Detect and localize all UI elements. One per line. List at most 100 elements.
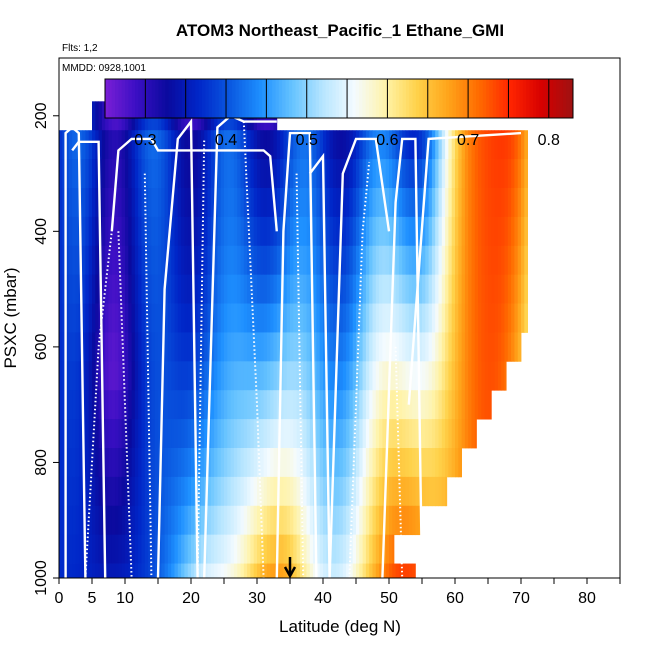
heatmap-cell [402,505,406,536]
heatmap-cell [92,101,96,131]
heatmap-cell [111,419,116,449]
heatmap-cell [435,476,439,507]
heatmap-cell [204,274,208,304]
heatmap-cell [227,159,231,189]
heatmap-cell [141,505,146,536]
heatmap-cell [151,188,156,218]
heatmap-cell [517,188,522,218]
heatmap-cell [197,216,202,247]
heatmap-cell [210,476,215,507]
heatmap-cell [247,534,251,564]
heatmap-cell [164,303,169,333]
heatmap-cell [164,419,169,449]
heatmap-cell [230,332,235,362]
heatmap-cell [309,159,314,189]
heatmap-cell [98,332,103,362]
heatmap-cell [425,274,429,304]
heatmap-cell [445,476,448,507]
heatmap-cell [233,390,238,420]
heatmap-cell [167,534,172,564]
heatmap-cell [214,505,218,536]
heatmap-cell [471,159,476,189]
heatmap-cell [65,419,70,449]
colorbar-swatch [542,79,547,118]
heatmap-cell [250,534,255,564]
heatmap-cell [359,505,363,536]
heatmap-cell [230,216,235,247]
heatmap-cell [385,216,390,247]
heatmap-cell [75,303,80,333]
colorbar-swatch [315,79,320,118]
heatmap-cell [250,361,255,391]
heatmap-cell [138,303,142,333]
heatmap-cell [243,245,248,276]
colorbar-swatch [325,79,330,118]
heatmap-cell [141,130,146,160]
heatmap-cell [303,130,307,160]
heatmap-cell [174,505,179,536]
heatmap-cell [191,534,195,564]
heatmap-cell [365,476,370,507]
heatmap-cell [197,245,202,276]
heatmap-cell [497,188,502,218]
heatmap-cell [260,332,264,362]
colorbar-swatch [252,79,256,118]
heatmap-cell [214,245,218,276]
heatmap-cell [174,274,179,304]
heatmap-cell [92,159,96,189]
heatmap-cell [425,361,429,391]
heatmap-cell [105,130,109,160]
heatmap-cell [164,534,169,564]
heatmap-cell [283,476,288,507]
heatmap-cell [369,505,373,536]
heatmap-cell [95,332,99,362]
heatmap-cell [309,332,314,362]
heatmap-cell [253,188,258,218]
heatmap-cell [237,274,241,304]
heatmap-cell [306,419,311,449]
heatmap-cell [171,332,175,362]
heatmap-cell [230,274,235,304]
heatmap-cell [431,419,436,449]
heatmap-cell [243,332,248,362]
colorbar-swatch [499,79,504,118]
heatmap-cell [428,419,433,449]
heatmap-cell [455,188,459,218]
colorbar-swatch [442,79,447,118]
heatmap-cell [474,419,477,449]
heatmap-cell [194,563,198,579]
heatmap-cell [405,245,410,276]
heatmap-cell [474,303,479,333]
heatmap-cell [497,245,502,276]
x-tick-label: 40 [314,590,332,607]
heatmap-cell [336,534,340,564]
heatmap-cell [141,188,146,218]
heatmap-cell [431,390,436,420]
heatmap-cell [210,188,215,218]
heatmap-cell [72,130,76,160]
colorbar-swatch [258,79,263,118]
heatmap-cell [448,274,453,304]
heatmap-cell [101,101,106,131]
heatmap-cell [237,245,241,276]
colorbar-swatch [355,79,360,118]
heatmap-cell [501,216,505,247]
heatmap-cell [224,448,228,478]
heatmap-cell [59,448,63,478]
heatmap-cell [128,563,132,579]
heatmap-cell [303,390,307,420]
heatmap-cell [131,245,136,276]
heatmap-cell [504,332,509,362]
heatmap-cell [174,245,179,276]
heatmap-cell [144,476,149,507]
heatmap-cell [385,188,390,218]
heatmap-cell [250,390,255,420]
heatmap-cell [115,245,119,276]
heatmap-cell [154,130,159,160]
heatmap-cell [158,563,162,579]
colorbar-swatch [549,79,554,118]
heatmap-cell [303,505,307,536]
heatmap-cell [187,448,192,478]
heatmap-cell [164,216,169,247]
heatmap-cell [379,361,383,391]
